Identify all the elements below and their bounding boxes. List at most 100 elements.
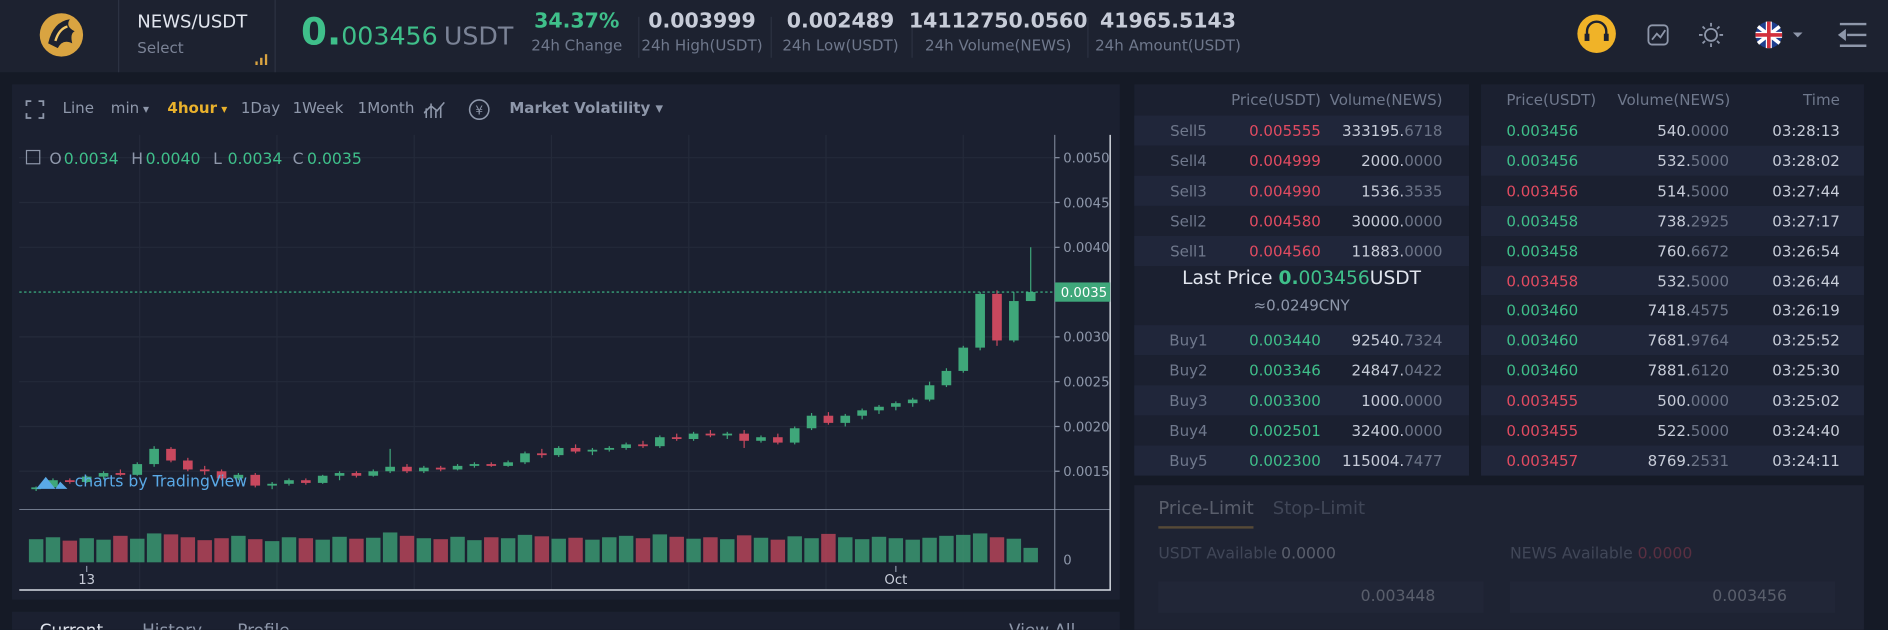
trade-time: 03:28:13 — [1772, 121, 1840, 140]
header: NEWS/USDT Select 0.003456 USDT 34.37% 24h… — [0, 0, 1888, 73]
order-row[interactable]: Buy2 0.003346 24847.0422 — [1134, 355, 1470, 386]
candle-body — [267, 483, 277, 486]
tab[interactable]: Price-Limit — [1158, 497, 1254, 529]
timeframe[interactable]: 1Month — [357, 98, 415, 117]
volume-bar — [905, 539, 920, 563]
volume-bar — [753, 537, 769, 563]
order-volume: 92540.7324 — [1351, 331, 1443, 350]
volume-bar — [500, 538, 516, 563]
orders-tab[interactable]: Profile — [237, 621, 289, 629]
candle-body — [435, 467, 446, 470]
volume-bar — [281, 537, 297, 563]
trade-time: 03:25:30 — [1772, 361, 1840, 380]
timeframe[interactable]: 4hour ▾ — [167, 98, 228, 117]
order-price: 0.003300 — [1249, 391, 1321, 410]
trade-time: 03:24:11 — [1772, 451, 1840, 470]
volume-bar — [568, 537, 583, 563]
select[interactable]: Select — [137, 38, 184, 57]
x-tick-label: 13 — [78, 573, 95, 588]
order-row[interactable]: Sell5 0.005555 333195.6718 — [1134, 115, 1470, 146]
order-volume: 32400.0000 — [1351, 421, 1443, 440]
candle-body — [301, 480, 311, 483]
candle-body — [385, 466, 395, 472]
candle-body — [520, 453, 530, 463]
volume-bar — [366, 537, 381, 563]
candle-body — [317, 475, 328, 483]
timeframe[interactable]: Line — [62, 98, 94, 117]
candle-body — [351, 473, 362, 476]
order-row[interactable]: Buy4 0.002501 32400.0000 — [1134, 415, 1470, 446]
theme-icon[interactable] — [1704, 27, 1718, 42]
market-volatility[interactable]: Market Volatility ▾ — [509, 98, 664, 117]
tab[interactable]: Stop-Limit — [1272, 497, 1366, 519]
trade-price: 0.003458 — [1506, 241, 1579, 260]
trade-volume: 514.5000 — [1657, 181, 1730, 200]
volume-bar — [517, 534, 533, 563]
separator — [770, 16, 772, 58]
order-price: 0.003346 — [1249, 361, 1321, 380]
available-label: NEWS Available — [1509, 545, 1633, 564]
volume-bar — [332, 536, 347, 563]
pair[interactable]: NEWS/USDT — [137, 10, 248, 33]
trade-price: 0.003456 — [1506, 121, 1579, 140]
orders-tab[interactable]: Current — [40, 621, 103, 629]
stat-value: 14112750.0560 — [908, 9, 1088, 34]
order-form: Price-Limit Stop-Limit USDT Available 0.… — [1134, 485, 1864, 630]
fullscreen-icon[interactable] — [24, 99, 46, 121]
menu-icon[interactable] — [1837, 22, 1867, 47]
order-volume: 1536.3535 — [1361, 181, 1443, 200]
view-all[interactable]: View All — [1009, 621, 1075, 629]
trade-price: 0.003456 — [1506, 151, 1579, 170]
order-volume: 2000.0000 — [1361, 151, 1443, 170]
candle-body — [183, 460, 193, 470]
legend-key: L — [213, 149, 222, 168]
price-unit: USDT — [443, 21, 514, 51]
volume-tick-label: 0 — [1063, 554, 1071, 569]
trade-volume: 7881.6120 — [1647, 361, 1730, 380]
candle-body — [233, 474, 244, 479]
separator — [638, 16, 640, 58]
order-row[interactable]: Sell4 0.004999 2000.0000 — [1134, 145, 1470, 176]
candle-body — [115, 473, 126, 475]
candle-body — [992, 293, 1002, 341]
order-label: Buy1 — [1169, 331, 1208, 350]
trade-row: 0.003460 7418.4575 03:26:19 — [1481, 295, 1864, 326]
candle-body — [941, 370, 952, 386]
trade-time: 03:24:40 — [1772, 421, 1840, 440]
volume-bar — [197, 540, 212, 563]
order-row[interactable]: Buy5 0.002300 115004.7477 — [1134, 445, 1470, 476]
order-price: 0.002300 — [1249, 451, 1321, 470]
candle-body — [907, 399, 918, 404]
order-row[interactable]: Sell1 0.004560 11883.0000 — [1134, 236, 1470, 267]
timeframe[interactable]: min ▾ — [110, 98, 150, 117]
timeframe[interactable]: 1Day — [240, 98, 281, 117]
support-icon[interactable] — [1577, 14, 1616, 53]
language-flag[interactable] — [1755, 21, 1783, 49]
candle-body — [958, 347, 969, 371]
order-volume: 333195.6718 — [1341, 121, 1443, 140]
orders-tab[interactable]: History — [142, 621, 202, 629]
volume-bar — [298, 538, 314, 563]
order-row[interactable]: Sell3 0.004990 1536.3535 — [1134, 175, 1470, 206]
trade-volume: 532.5000 — [1657, 151, 1730, 170]
trade-volume: 760.6672 — [1657, 241, 1730, 260]
volume-bar — [62, 540, 78, 563]
logo — [39, 13, 84, 57]
order-row[interactable]: Buy1 0.003440 92540.7324 — [1134, 325, 1470, 356]
price-input[interactable] — [1158, 581, 1484, 613]
trade-volume: 540.0000 — [1657, 121, 1730, 140]
chart-icon[interactable] — [1647, 24, 1669, 46]
trade-volume: 7681.9764 — [1647, 331, 1730, 350]
column-header: Price(USDT) — [1506, 90, 1597, 109]
order-row[interactable]: Buy3 0.003300 1000.0000 — [1134, 385, 1470, 416]
volume-bar — [450, 536, 465, 563]
volume-bar — [113, 535, 128, 563]
order-price: 0.004580 — [1249, 211, 1321, 230]
candle-body — [857, 410, 867, 416]
timeframe[interactable]: 1Week — [292, 98, 344, 117]
candle-body — [452, 465, 463, 470]
trade-volume: 522.5000 — [1657, 421, 1730, 440]
order-row[interactable]: Sell2 0.004580 30000.0000 — [1134, 205, 1470, 237]
legend-key: H — [131, 149, 143, 168]
price-input[interactable] — [1509, 581, 1836, 613]
